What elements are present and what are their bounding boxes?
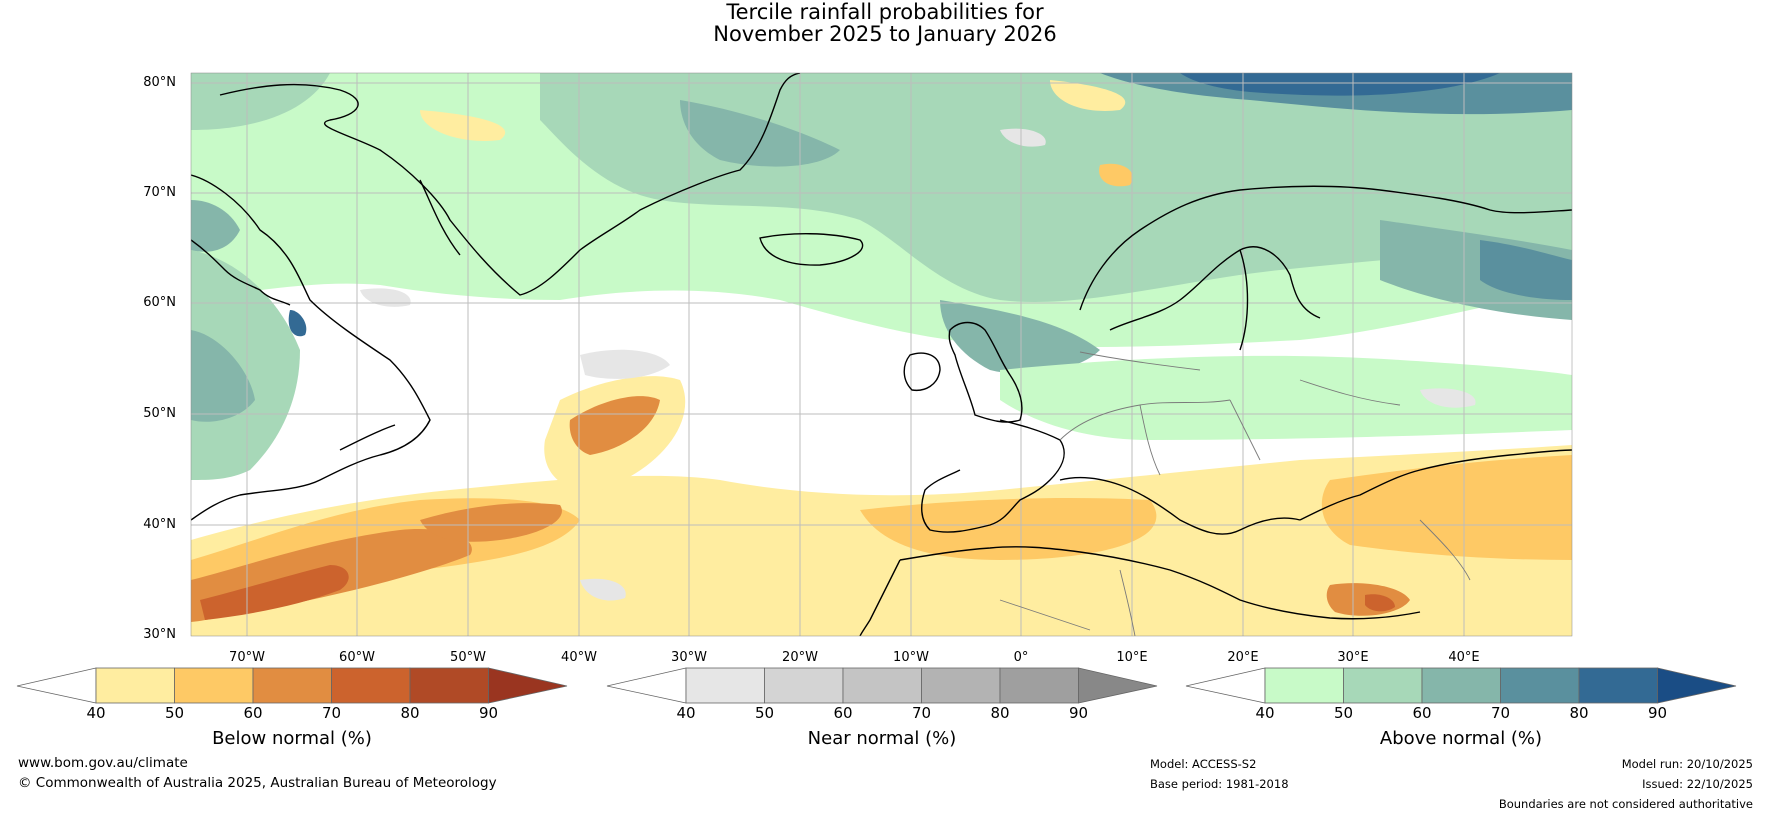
issued-text: Issued: 22/10/2025 [1642,777,1753,791]
lat-label-60n: 60°N [143,295,176,310]
cbar-above-seg-6 [1657,667,1737,704]
cbar-near-seg-6 [1078,667,1158,704]
cbar-above-seg-1 [1264,667,1344,704]
lat-label-40n: 40°N [143,517,176,532]
cbar-near-seg-3 [842,667,922,704]
cbar-above-seg-0 [1185,667,1266,704]
cbar-near-tick: 40 [676,704,696,722]
cbar-below-label: Below normal (%) [212,728,372,749]
lon-label-0: 0° [1013,650,1029,665]
cbar-near-seg-2 [764,667,844,704]
cbar-near-tick: 80 [990,704,1010,722]
lon-label-40e: 40°E [1448,650,1480,665]
cbar-near-tick: 60 [833,704,853,722]
lon-label-30w: 30°W [671,650,707,665]
cbar-above-label: Above normal (%) [1379,728,1543,749]
cbar-above-tick: 70 [1490,704,1511,722]
cbar-above-seg-3 [1421,667,1501,704]
website-link[interactable]: www.bom.gov.au/climate [18,755,188,771]
cbar-above-seg-4 [1500,667,1580,704]
lat-label-30n: 30°N [143,627,176,642]
cbar-above-seg-2 [1343,667,1423,704]
cbar-near-seg-4 [921,667,1001,704]
cbar-above-tick: 60 [1412,704,1432,722]
cbar-near-seg-1 [685,667,765,704]
lon-label-50w: 50°W [450,650,486,665]
lon-label-60w: 60°W [339,650,375,665]
lat-label-50n: 50°N [143,406,176,421]
cbar-below-seg-0 [16,667,97,704]
cbar-near-label: Near normal (%) [807,728,957,749]
lat-label-80n: 80°N [143,75,176,90]
cbar-below-seg-4 [331,667,411,704]
colorbar-below-normal [16,667,568,704]
cbar-below-seg-3 [252,667,332,704]
base-period-text: Base period: 1981-2018 [1150,777,1289,791]
lon-label-10e: 10°E [1116,650,1148,665]
colorbar-near-normal [606,667,1158,704]
cbar-above-tick: 80 [1569,704,1589,722]
lat-label-70n: 70°N [143,185,176,200]
cbar-above-tick: 90 [1647,704,1668,722]
coastlines [191,73,1572,636]
cbar-above-seg-5 [1578,667,1658,704]
lon-label-20e: 20°E [1227,650,1259,665]
cbar-near-seg-0 [606,667,687,704]
model-text: Model: ACCESS-S2 [1150,757,1257,771]
cbar-below-seg-1 [95,667,175,704]
lon-label-70w: 70°W [229,650,265,665]
title-line-1: Tercile rainfall probabilities for [726,0,1044,24]
cbar-below-tick: 80 [400,704,420,722]
cbar-near-tick: 50 [754,704,775,722]
copyright-text: © Commonwealth of Australia 2025, Austra… [18,775,497,791]
lon-label-30e: 30°E [1337,650,1369,665]
cbar-above-tick: 40 [1255,704,1275,722]
cbar-below-seg-2 [174,667,254,704]
colorbar-above-normal [1185,667,1737,704]
cbar-near-tick: 70 [911,704,932,722]
cbar-below-tick: 50 [164,704,185,722]
lon-label-40w: 40°W [561,650,597,665]
cbar-below-tick: 70 [321,704,342,722]
cbar-near-tick: 90 [1068,704,1089,722]
cbar-below-tick: 90 [478,704,499,722]
cbar-above-tick: 50 [1333,704,1354,722]
cbar-below-seg-5 [409,667,489,704]
probability-shading [191,73,1572,636]
cbar-near-seg-5 [999,667,1079,704]
title-line-2: November 2025 to January 2026 [713,22,1057,46]
cbar-below-tick: 60 [243,704,263,722]
cbar-below-tick: 40 [86,704,106,722]
model-run-text: Model run: 20/10/2025 [1621,757,1753,771]
lon-label-20w: 20°W [782,650,818,665]
map-gridlines [191,73,1572,636]
cbar-below-seg-6 [488,667,568,704]
disclaimer-text: Boundaries are not considered authoritat… [1498,797,1753,811]
lon-label-10w: 10°W [893,650,929,665]
country-borders [999,351,1471,636]
